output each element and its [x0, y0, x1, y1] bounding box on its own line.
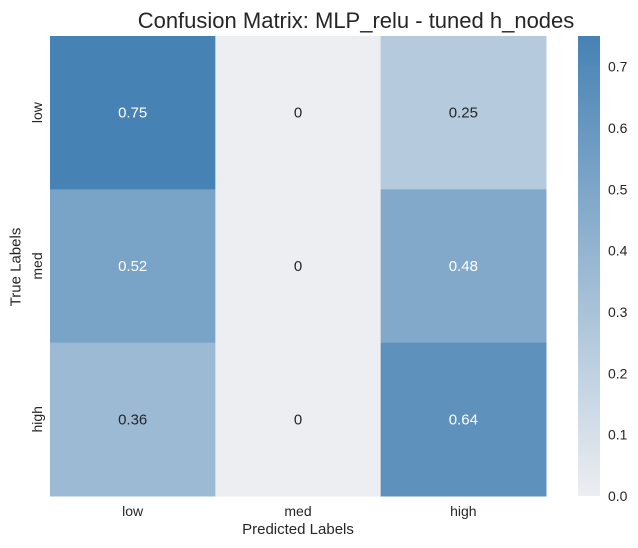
y-axis-label: True Labels [7, 227, 25, 307]
colorbar-tick-label: 0.1 [608, 427, 628, 443]
heatmap-area: 0.75 0 0.25 0.52 0 0.48 0.36 0 0.64 low med high low… [29, 36, 570, 526]
cell-value-label: 0 [294, 411, 302, 428]
cell-value-label: 0 [294, 105, 302, 122]
colorbar-tick-label: 0.5 [608, 181, 628, 197]
heatmap-cell [380, 36, 547, 190]
heatmap-cell [215, 36, 382, 190]
heatmap-cell [380, 189, 547, 344]
heatmap-svg: 0.75 0 0.25 0.52 0 0.48 0.36 0 0.64 low med high low… [29, 36, 547, 519]
colorbar-tick-label: 0.6 [608, 120, 628, 136]
colorbar-tick-label: 0.0 [608, 488, 628, 504]
cell-value-label: 0 [294, 258, 302, 275]
cell-value-label: 0.48 [449, 258, 478, 275]
x-tick-label: low [122, 503, 144, 519]
heatmap-cell [215, 342, 382, 497]
y-tick-label: med [29, 252, 45, 279]
heatmap-cell [50, 189, 216, 344]
x-tick-label: high [450, 503, 476, 519]
cell-value-label: 0.25 [449, 105, 478, 122]
colorbar-tick-label: 0.3 [608, 304, 628, 320]
heatmap-cell [50, 342, 216, 497]
colorbar-tick-label: 0.2 [608, 365, 628, 381]
heatmap-cell [50, 36, 216, 190]
colorbar-tick-label: 0.7 [608, 59, 628, 75]
chart-title: Confusion Matrix: MLP_relu - tuned h_nod… [137, 8, 575, 33]
cell-value-label: 0.75 [118, 105, 147, 122]
x-tick-label: med [284, 503, 311, 519]
cell-value-label: 0.64 [449, 411, 478, 428]
heatmap-cell [380, 342, 547, 497]
heatmap-cell [215, 189, 382, 344]
cell-value-label: 0.52 [118, 258, 147, 275]
y-tick-label: low [29, 101, 45, 123]
colorbar-tick-label: 0.4 [608, 243, 628, 259]
colorbar-gradient [578, 36, 600, 496]
colorbar: 0.0 0.1 0.2 0.3 0.4 0.5 0.6 0.7 [578, 36, 638, 511]
y-tick-label: high [29, 406, 45, 432]
colorbar-svg: 0.0 0.1 0.2 0.3 0.4 0.5 0.6 0.7 [578, 36, 628, 504]
x-axis-label: Predicted Labels [242, 521, 354, 538]
cell-value-label: 0.36 [118, 411, 147, 428]
